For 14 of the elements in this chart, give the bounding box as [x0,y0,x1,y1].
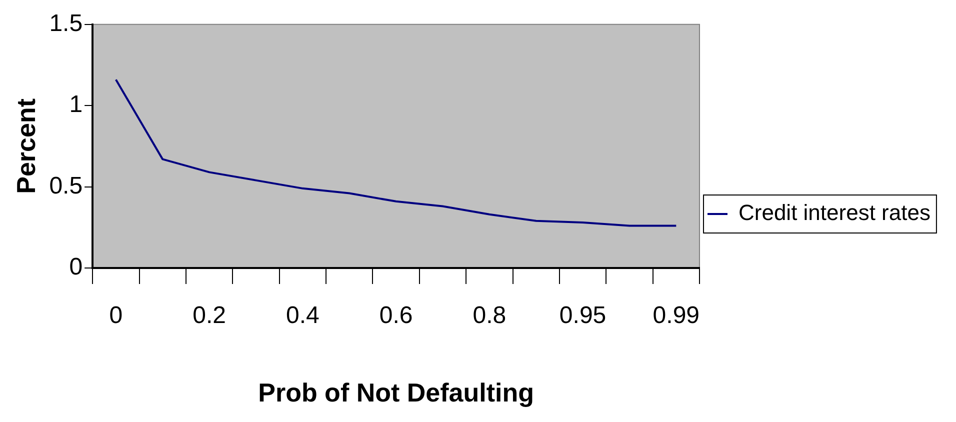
x-tick-label: 0 [109,302,123,330]
x-axis-title: Prob of Not Defaulting [258,378,534,408]
x-tick-label: 0.6 [379,302,413,330]
x-tick-label: 0.4 [286,302,320,330]
y-tick-label: 0.5 [49,172,83,200]
x-tick-label: 0.95 [559,302,606,330]
y-tick-label: 0 [69,254,83,281]
x-tick-label: 0.8 [472,302,506,330]
legend-label: Credit interest rates [738,200,930,226]
y-tick-label: 1 [69,91,83,118]
y-axis-title: Percent [10,98,41,194]
x-tick-label: 0.99 [652,302,700,330]
y-tick-label: 1.5 [49,10,83,38]
x-tick-label: 0.2 [192,302,226,330]
